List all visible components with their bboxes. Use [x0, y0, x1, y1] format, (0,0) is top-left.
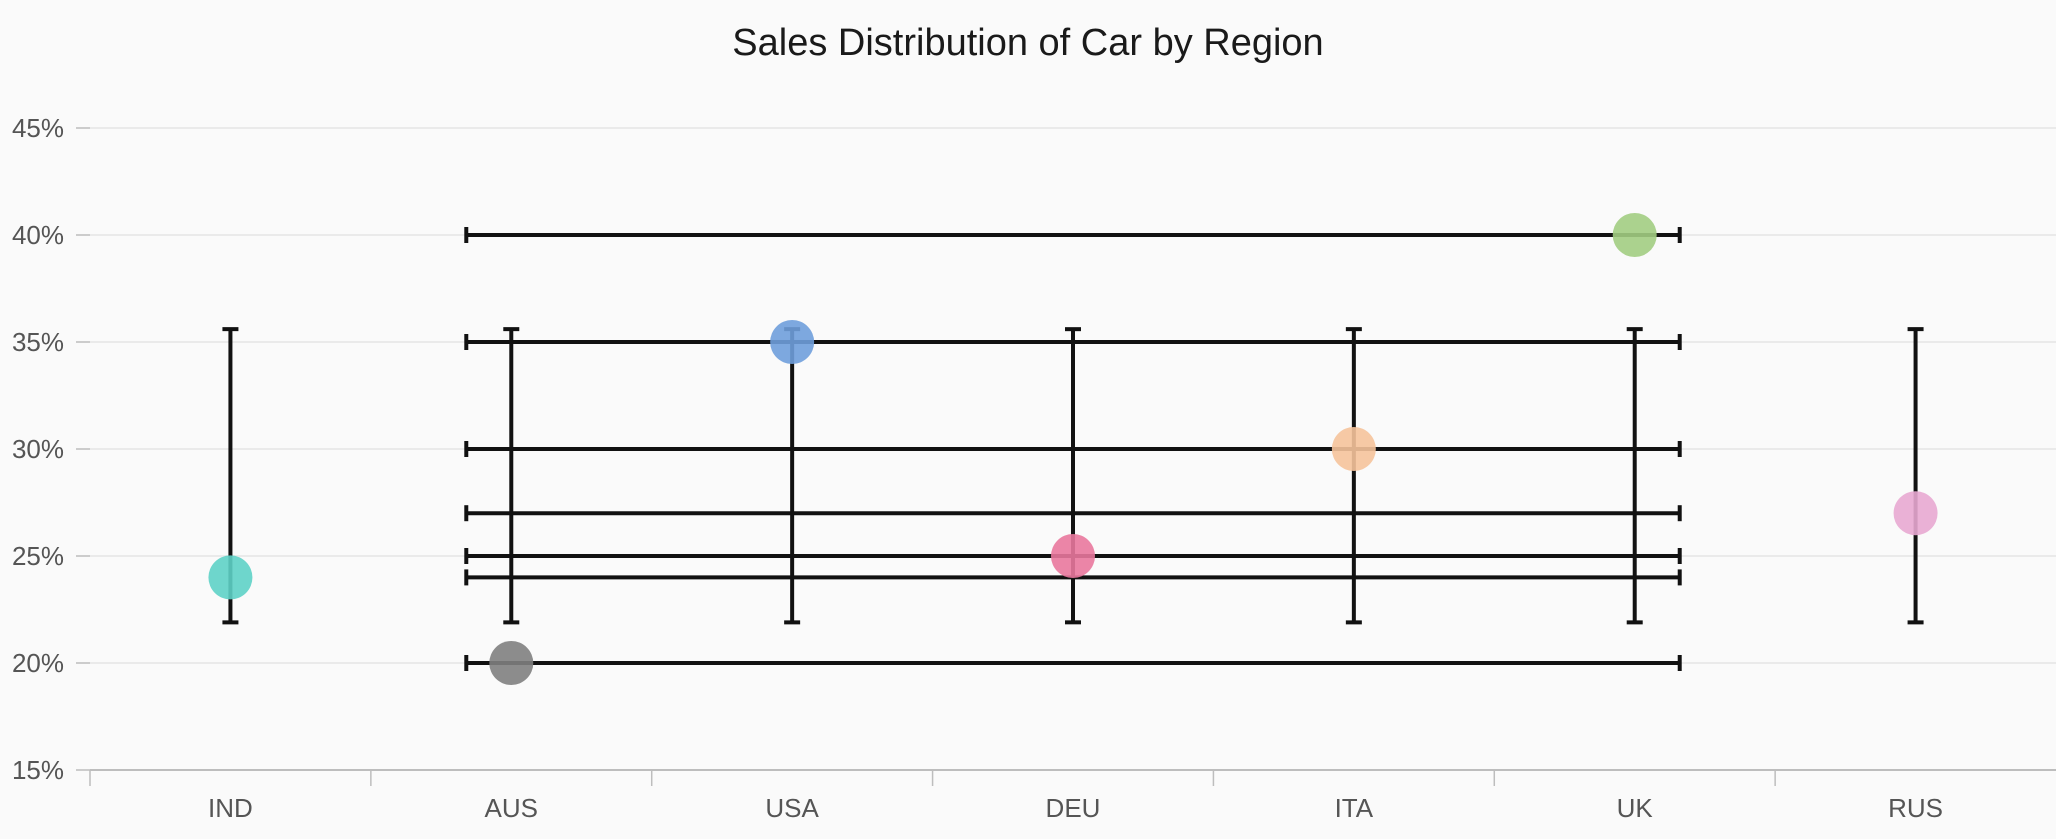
x-tick-label: AUS: [485, 793, 538, 823]
x-tick-label: RUS: [1888, 793, 1943, 823]
x-tick-label: UK: [1617, 793, 1654, 823]
x-tick-label: DEU: [1046, 793, 1101, 823]
data-point-uk: [1612, 213, 1657, 257]
y-tick-label: 30%: [12, 434, 64, 464]
y-tick-label: 20%: [12, 648, 64, 678]
data-point-deu: [1051, 534, 1095, 578]
error-bars: [222, 227, 1924, 671]
y-tick-label: 25%: [12, 541, 64, 571]
chart-title: Sales Distribution of Car by Region: [732, 22, 1324, 64]
y-tick-label: 40%: [12, 220, 64, 250]
data-point-rus: [1893, 491, 1938, 536]
data-points: [208, 213, 1938, 685]
x-tick-label: USA: [765, 793, 819, 823]
data-point-aus: [489, 641, 534, 685]
data-point-usa: [770, 320, 815, 364]
y-tick-label: 35%: [12, 327, 64, 357]
axes: 15% 20% 25% 30% 35% 40% 45% IND AUS USA DEU ITA UK RU…: [12, 113, 2056, 823]
x-tick-label: ITA: [1335, 793, 1374, 823]
y-tick-label: 15%: [12, 755, 64, 785]
data-point-ita: [1331, 427, 1376, 471]
x-tick-label: IND: [208, 793, 253, 823]
data-point-ind: [208, 555, 253, 600]
y-tick-label: 45%: [12, 113, 64, 143]
